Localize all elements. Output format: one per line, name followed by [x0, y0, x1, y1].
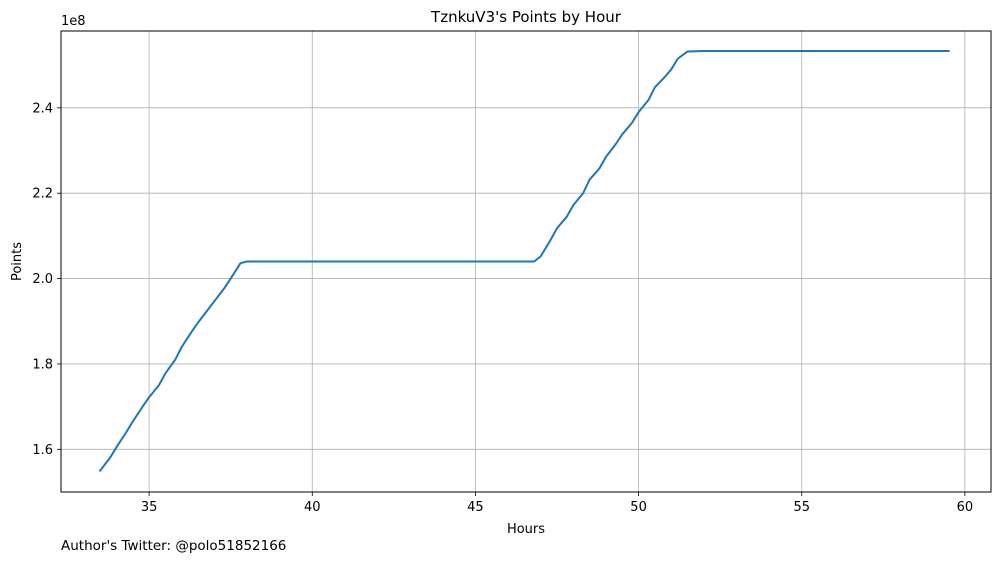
y-tick-label: 1.8 — [32, 357, 53, 372]
series-lines — [98, 50, 950, 473]
y-axis-title: Points — [10, 242, 25, 281]
x-tick-label: 45 — [467, 500, 484, 515]
ticks: 35 40 45 50 55 60 1.6 1.8 2.0 2.2 2.4 — [32, 101, 973, 515]
grid-lines — [61, 31, 991, 492]
x-tick-label: 35 — [141, 500, 158, 515]
y-tick-label: 2.2 — [32, 187, 53, 202]
x-tick-label: 60 — [957, 500, 974, 515]
y-tick-label: 2.0 — [32, 272, 53, 287]
author-twitter-footer: Author's Twitter: @polo51852166 — [61, 538, 287, 554]
chart-title: TznkuV3's Points by Hour — [430, 8, 622, 26]
axes-frame — [60, 30, 992, 493]
series-line — [98, 50, 950, 473]
x-axis-title: Hours — [507, 522, 545, 537]
y-axis-offset-label: 1e8 — [61, 14, 86, 29]
x-tick-label: 55 — [793, 500, 810, 515]
y-tick-label: 1.6 — [32, 443, 53, 458]
x-tick-label: 50 — [630, 500, 647, 515]
y-tick-label: 2.4 — [32, 101, 53, 116]
x-tick-label: 40 — [304, 500, 321, 515]
